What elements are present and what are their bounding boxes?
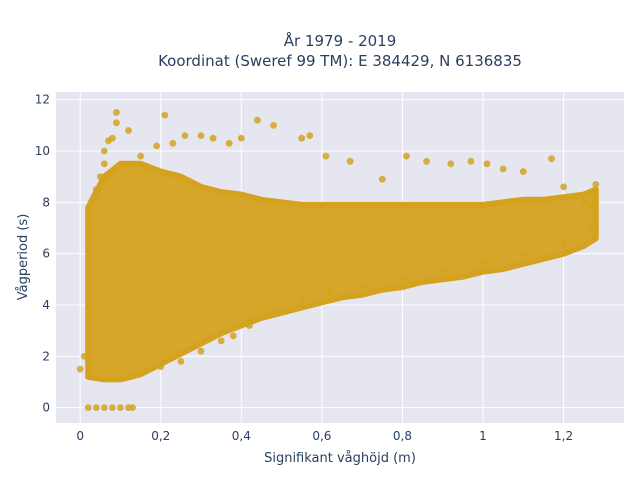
data-point — [129, 404, 136, 411]
y-axis-ticks: 0 2 4 6 8 10 12 — [35, 93, 50, 415]
y-tick-label: 10 — [35, 144, 50, 158]
y-tick-label: 8 — [42, 195, 50, 209]
x-tick-label: 0,4 — [232, 429, 251, 443]
x-tick-label: 1,2 — [554, 429, 573, 443]
data-point — [399, 275, 406, 283]
data-point — [403, 152, 410, 160]
data-point — [326, 288, 334, 296]
data-point — [588, 204, 596, 211]
data-point — [88, 198, 96, 206]
data-point — [100, 160, 108, 168]
density-band — [85, 160, 599, 383]
data-point — [125, 127, 132, 134]
data-point — [237, 134, 245, 142]
data-point — [137, 152, 145, 160]
data-point — [76, 365, 84, 373]
data-point — [270, 309, 277, 317]
data-point — [96, 173, 104, 181]
data-point — [197, 132, 205, 140]
data-point — [548, 155, 555, 163]
x-tick-label: 0,8 — [393, 429, 412, 443]
data-point — [100, 404, 108, 411]
data-point — [483, 160, 491, 168]
data-point — [580, 198, 588, 206]
data-point — [499, 165, 507, 173]
data-point — [519, 250, 527, 258]
data-point — [378, 175, 386, 183]
y-tick-label: 2 — [42, 349, 50, 363]
y-tick-label: 6 — [42, 247, 50, 261]
data-point — [100, 147, 108, 155]
data-point — [246, 322, 253, 329]
data-point — [169, 139, 177, 147]
data-point — [113, 119, 120, 127]
y-axis-title: Vågperiod (s) — [16, 214, 31, 301]
x-tick-label: 1 — [479, 429, 487, 443]
data-point — [92, 404, 100, 411]
data-point — [161, 111, 169, 119]
data-point — [109, 134, 116, 142]
data-point — [113, 109, 120, 116]
data-point — [322, 152, 330, 160]
data-point — [84, 209, 92, 217]
data-point — [225, 139, 233, 147]
data-point — [306, 132, 314, 140]
data-point — [298, 134, 306, 142]
x-axis-ticks: 0 0,2 0,4 0,6 0,8 1 1,2 — [76, 429, 573, 443]
data-point — [467, 157, 475, 165]
x-tick-label: 0 — [76, 429, 84, 443]
data-point — [181, 132, 189, 140]
data-point — [197, 347, 205, 355]
y-tick-label: 12 — [35, 93, 50, 107]
data-point — [217, 337, 225, 345]
data-point — [298, 296, 306, 304]
data-point — [560, 240, 567, 247]
chart-title-line-1: År 1979 - 2019 — [284, 31, 397, 50]
data-point — [117, 404, 124, 411]
data-point — [479, 260, 487, 268]
data-point — [592, 181, 600, 188]
data-point — [84, 232, 92, 240]
x-axis-title: Signifikant våghöjd (m) — [264, 451, 416, 466]
data-point — [153, 142, 161, 150]
data-density-band — [85, 160, 599, 383]
data-point — [209, 134, 217, 142]
x-tick-label: 0,2 — [151, 429, 170, 443]
data-point — [229, 332, 237, 340]
x-tick-label: 0,6 — [312, 429, 331, 443]
data-point — [109, 404, 116, 411]
data-point — [519, 168, 527, 175]
data-point — [447, 160, 455, 168]
data-point — [254, 116, 261, 124]
data-point — [80, 352, 88, 360]
data-point — [346, 157, 354, 165]
y-tick-label: 0 — [42, 401, 50, 415]
data-point — [157, 363, 165, 370]
data-point — [177, 358, 185, 365]
data-point — [439, 268, 447, 275]
data-point — [92, 186, 100, 193]
y-tick-label: 4 — [42, 298, 50, 312]
data-point — [358, 283, 366, 291]
data-point — [270, 122, 277, 129]
data-point — [84, 404, 92, 411]
data-point — [588, 224, 596, 232]
chart-title-line-2: Koordinat (Sweref 99 TM): E 384429, N 61… — [158, 52, 522, 70]
data-points — [76, 109, 600, 411]
data-point — [423, 157, 430, 165]
data-point — [560, 183, 567, 191]
